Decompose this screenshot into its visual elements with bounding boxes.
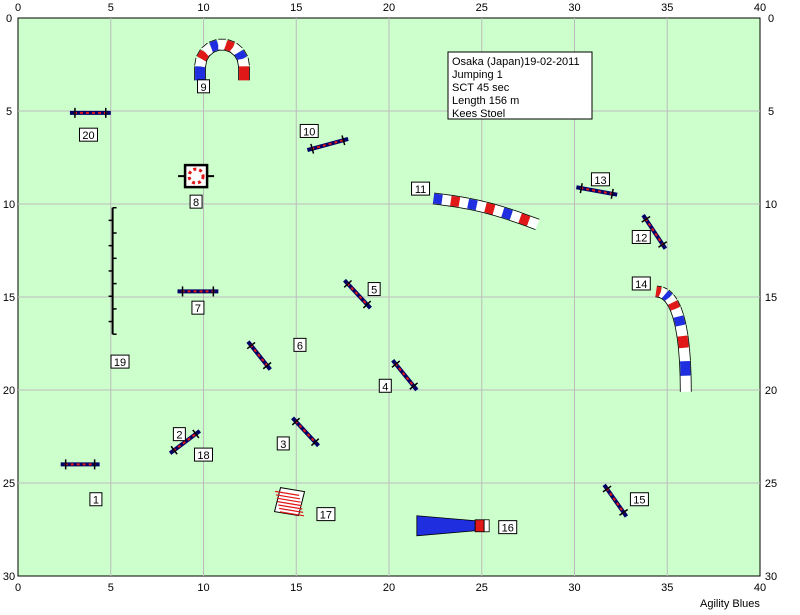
x-tick-top: 20	[383, 2, 395, 14]
y-tick-left: 30	[3, 571, 15, 583]
y-tick-left: 20	[3, 385, 15, 397]
tunnel-segment	[673, 303, 676, 309]
aframe-17	[275, 488, 305, 516]
tunnel-segment	[681, 326, 683, 336]
x-tick-top: 10	[197, 2, 209, 14]
info-venue: Osaka (Japan)19-02-2011	[452, 56, 580, 68]
x-tick-top: 5	[108, 2, 114, 14]
obstacle-number-13: 13	[594, 175, 606, 187]
x-tick-top: 15	[290, 2, 302, 14]
info-box: Osaka (Japan)19-02-2011 Jumping 1 SCT 45…	[448, 52, 592, 120]
obstacle-number-5: 5	[371, 285, 377, 297]
obstacle-number-6: 6	[297, 340, 303, 352]
tunnel-segment	[669, 298, 673, 303]
obstacle-number-3: 3	[280, 439, 286, 451]
tunnel-segment	[683, 336, 684, 348]
y-tick-right: 15	[765, 292, 777, 304]
tunnel-segment	[468, 204, 477, 206]
y-tick-right: 0	[768, 13, 774, 25]
tunnel-segment	[239, 52, 243, 59]
tunnel-segment	[684, 348, 685, 361]
chute-barrel-white	[484, 520, 489, 532]
tunnel-segment	[529, 221, 538, 224]
obstacle-number-1: 1	[93, 495, 99, 507]
obstacle-number-4: 4	[382, 381, 388, 393]
tunnel-segment	[451, 201, 460, 202]
obstacle-number-19: 19	[114, 357, 126, 369]
tunnel-segment	[520, 218, 529, 221]
obstacle-number-12: 12	[635, 232, 647, 244]
obstacle-number-2: 2	[176, 430, 182, 442]
y-tick-left: 25	[3, 478, 15, 490]
y-tick-left: 0	[6, 13, 12, 25]
tunnel-segment	[442, 200, 451, 201]
tunnel-segment	[494, 210, 503, 213]
x-tick-top: 30	[568, 2, 580, 14]
y-tick-right: 20	[765, 385, 777, 397]
tunnel-segment	[211, 45, 218, 48]
tunnel-segment	[200, 59, 201, 67]
info-length: Length 156 m	[452, 95, 519, 107]
y-tick-right: 10	[765, 199, 777, 211]
tunnel-segment	[226, 45, 233, 48]
x-tick-bottom: 0	[15, 582, 21, 594]
tunnel-segment	[243, 59, 244, 67]
tunnel-segment	[233, 47, 239, 52]
tunnel-segment	[661, 292, 665, 294]
y-tick-left: 15	[3, 292, 15, 304]
info-judge: Kees Stoel	[452, 108, 505, 120]
x-tick-bottom: 30	[568, 582, 580, 594]
x-tick-bottom: 40	[754, 582, 766, 594]
tunnel-segment	[485, 207, 494, 209]
y-tick-left: 10	[3, 199, 15, 211]
obstacle-number-20: 20	[82, 130, 94, 142]
tunnel-segment	[201, 52, 205, 59]
x-tick-top: 35	[661, 2, 673, 14]
y-tick-right: 30	[765, 571, 777, 583]
obstacle-number-15: 15	[633, 495, 645, 507]
x-tick-top: 25	[476, 2, 488, 14]
x-tick-top: 0	[15, 2, 21, 14]
obstacle-number-16: 16	[502, 523, 514, 535]
x-tick-bottom: 10	[197, 582, 209, 594]
x-tick-bottom: 25	[476, 582, 488, 594]
x-tick-bottom: 5	[108, 582, 114, 594]
obstacle-number-17: 17	[320, 510, 332, 522]
tunnel-segment	[665, 294, 669, 297]
info-class: Jumping 1	[452, 69, 503, 81]
x-tick-bottom: 20	[383, 582, 395, 594]
obstacle-number-8: 8	[193, 197, 199, 209]
info-sct: SCT 45 sec	[452, 82, 510, 94]
credit-text: Agility Blues	[700, 598, 760, 610]
tunnel-segment	[685, 361, 686, 376]
tunnel-segment	[511, 215, 520, 218]
obstacle-number-14: 14	[635, 279, 647, 291]
y-tick-right: 25	[765, 478, 777, 490]
tunnel-segment	[676, 309, 679, 317]
x-tick-bottom: 15	[290, 582, 302, 594]
tunnel-segment	[678, 317, 680, 326]
x-tick-top: 40	[754, 2, 766, 14]
y-tick-right: 5	[768, 106, 774, 118]
obstacle-number-11: 11	[415, 184, 426, 196]
obstacle-number-10: 10	[303, 126, 315, 138]
tunnel-segment	[503, 212, 512, 215]
tunnel-segment	[434, 198, 443, 199]
tunnel-segment	[477, 205, 486, 207]
x-tick-bottom: 35	[661, 582, 673, 594]
tunnel-segment	[459, 202, 468, 204]
obstacle-number-9: 9	[200, 82, 206, 94]
tunnel-segment	[656, 291, 661, 292]
tunnel-segment	[205, 47, 211, 52]
obstacle-number-18: 18	[197, 450, 209, 462]
y-tick-left: 5	[6, 106, 12, 118]
obstacle-number-7: 7	[195, 303, 201, 315]
chute-barrel-red	[475, 520, 484, 532]
